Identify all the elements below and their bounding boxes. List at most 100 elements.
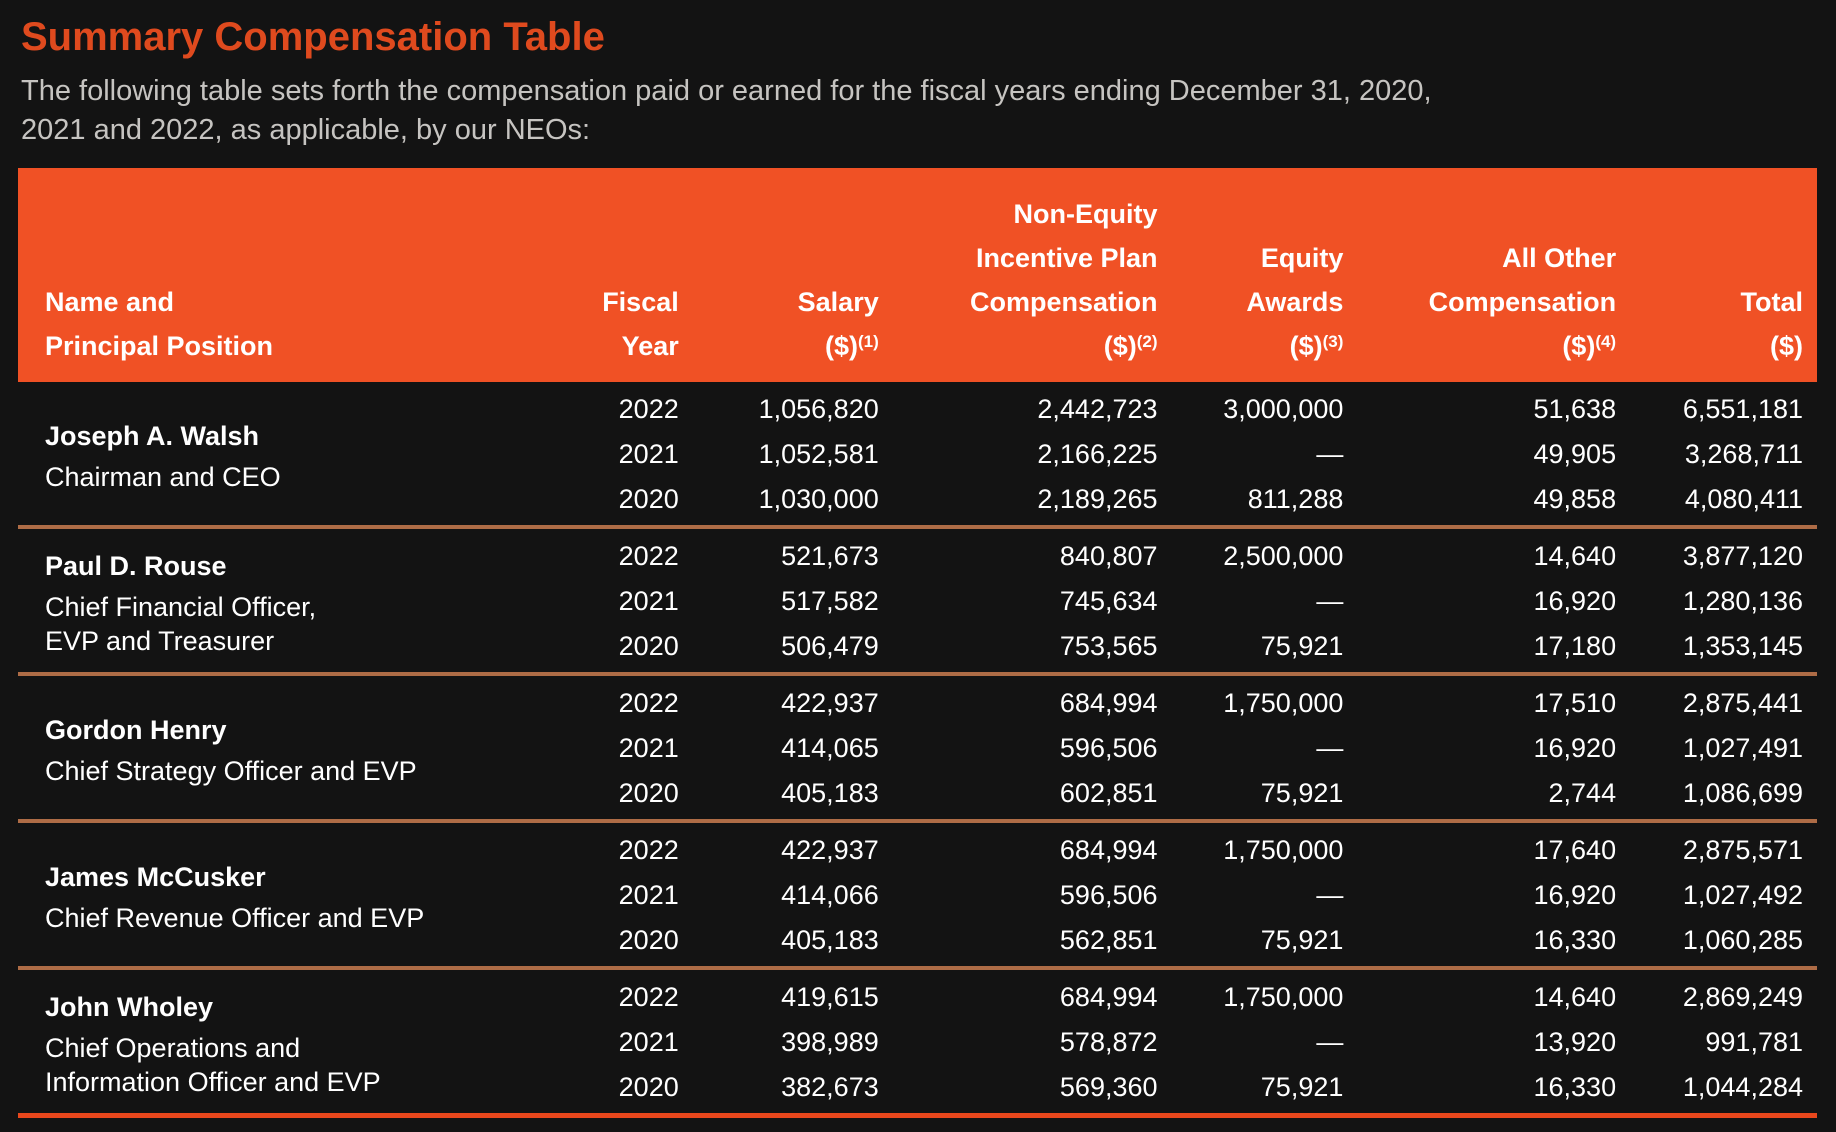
column-header-other: All Other Compensation ($)(4) [1357, 168, 1631, 382]
table-row: 2020 1,030,000 2,189,265 811,288 49,858 4,080… [18, 477, 1817, 527]
table-row: 2020 506,479 753,565 75,921 17,180 1,353,145 [18, 624, 1817, 674]
table-row: 2021 1,052,581 2,166,225 — 49,905 3,268,711 [18, 432, 1817, 477]
cell-fiscal: 2020 [618, 778, 679, 808]
executive-name-cell: John Wholey Chief Operations and Informati… [18, 968, 596, 1116]
cell-equity: 1,750,000 [1223, 835, 1344, 865]
executive-position-line: Chief Revenue Officer and EVP [45, 902, 425, 933]
cell-total: 2,869,249 [1682, 982, 1803, 1012]
cell-total: 1,027,491 [1682, 733, 1803, 763]
cell-equity: 75,921 [1260, 925, 1344, 955]
table-row: 2021 517,582 745,634 — 16,920 1,280,136 [18, 579, 1817, 624]
executive-position-line: EVP and Treasurer [45, 625, 275, 656]
column-header-fiscal: Fiscal Year [595, 168, 693, 382]
column-header-salary: Salary ($)(1) [692, 168, 893, 382]
table-row: 2020 405,183 562,851 75,921 16,330 1,060,285 [18, 918, 1817, 968]
table-header: Name and Principal Position Fiscal Year Sala… [18, 168, 1817, 382]
cell-salary: 506,479 [781, 631, 879, 661]
cell-total: 6,551,181 [1682, 394, 1803, 424]
cell-equity: 3,000,000 [1223, 394, 1344, 424]
cell-equity: 1,750,000 [1223, 688, 1344, 718]
executive-name: John Wholey [45, 991, 213, 1022]
cell-salary: 414,065 [781, 733, 879, 763]
cell-fiscal: 2021 [618, 880, 679, 910]
cell-total: 1,060,285 [1682, 925, 1803, 955]
executive-group: Paul D. Rouse Chief Financial Officer, EVP… [18, 527, 1817, 674]
cell-fiscal: 2021 [618, 733, 679, 763]
cell-fiscal: 2020 [618, 1072, 679, 1102]
cell-neipc: 684,994 [1059, 982, 1158, 1012]
cell-equity: 811,288 [1247, 484, 1344, 514]
cell-total: 1,280,136 [1682, 586, 1803, 616]
cell-total: 2,875,571 [1682, 835, 1803, 865]
column-header-line: Non-Equity [1013, 199, 1158, 229]
cell-equity: 75,921 [1260, 1072, 1344, 1102]
cell-fiscal: 2022 [618, 394, 679, 424]
cell-other: 17,180 [1533, 631, 1617, 661]
executive-position-line: Information Officer and EVP [45, 1066, 381, 1097]
table-row: 2021 414,065 596,506 — 16,920 1,027,491 [18, 726, 1817, 771]
cell-neipc: 562,851 [1059, 925, 1158, 955]
executive-name: Paul D. Rouse [45, 550, 227, 581]
cell-fiscal: 2022 [618, 541, 679, 571]
column-header-line: Fiscal [602, 287, 679, 317]
executive-name: Gordon Henry [45, 714, 227, 745]
cell-total: 1,044,284 [1682, 1072, 1803, 1102]
executive-group: Gordon Henry Chief Strategy Officer and E… [18, 674, 1817, 821]
cell-total: 991,781 [1705, 1027, 1803, 1057]
column-header-equity: Equity Awards ($)(3) [1171, 168, 1358, 382]
cell-equity: 75,921 [1260, 631, 1344, 661]
summary-compensation-table: Name and Principal Position Fiscal Year Sala… [18, 168, 1817, 1118]
column-header-line: Compensation [970, 287, 1158, 317]
table-row: 2020 405,183 602,851 75,921 2,744 1,086,699 [18, 771, 1817, 821]
cell-total: 1,027,492 [1682, 880, 1803, 910]
executive-position-line: Chief Financial Officer, [45, 591, 317, 622]
intro-paragraph: The following table sets forth the compe… [21, 75, 1432, 146]
table-row: 2020 382,673 569,360 75,921 16,330 1,044,284 [18, 1065, 1817, 1116]
cell-fiscal: 2022 [618, 688, 679, 718]
cell-neipc: 569,360 [1059, 1072, 1158, 1102]
footnote-superscript: (4) [1595, 331, 1617, 351]
cell-salary: 517,582 [781, 586, 879, 616]
column-header-line: Incentive Plan [975, 243, 1158, 273]
header-row: Name and Principal Position Fiscal Year Sala… [18, 168, 1817, 382]
cell-total: 3,268,711 [1684, 439, 1803, 469]
cell-total: 3,877,120 [1682, 541, 1803, 571]
table-row: 2021 414,066 596,506 — 16,920 1,027,492 [18, 873, 1817, 918]
table-row: 2021 398,989 578,872 — 13,920 991,781 [18, 1020, 1817, 1065]
column-header-line: Equity [1260, 243, 1344, 273]
cell-salary: 1,056,820 [758, 394, 879, 424]
cell-fiscal: 2021 [618, 439, 679, 469]
cell-total: 4,080,411 [1684, 484, 1803, 514]
footnote-superscript: (2) [1136, 331, 1158, 351]
cell-other: 16,330 [1533, 925, 1617, 955]
executive-group: Joseph A. Walsh Chairman and CEO 2022 1,056… [18, 382, 1817, 527]
cell-other: 14,640 [1533, 541, 1617, 571]
executive-position-line: Chairman and CEO [45, 461, 281, 492]
cell-salary: 1,052,581 [758, 439, 879, 469]
cell-equity: 2,500,000 [1223, 541, 1344, 571]
cell-equity: — [1316, 1027, 1344, 1057]
cell-equity: — [1316, 880, 1344, 910]
cell-neipc: 578,872 [1059, 1027, 1158, 1057]
executive-position-line: Chief Strategy Officer and EVP [45, 755, 417, 786]
executive-name-cell: Gordon Henry Chief Strategy Officer and E… [18, 674, 596, 821]
footnote-superscript: (1) [857, 331, 879, 351]
cell-other: 17,510 [1533, 688, 1617, 718]
cell-fiscal: 2020 [618, 484, 679, 514]
cell-neipc: 596,506 [1059, 733, 1158, 763]
cell-salary: 422,937 [781, 688, 879, 718]
cell-other: 49,905 [1533, 439, 1617, 469]
cell-total: 2,875,441 [1682, 688, 1803, 718]
cell-fiscal: 2021 [618, 586, 679, 616]
cell-salary: 419,615 [781, 982, 879, 1012]
cell-fiscal: 2021 [618, 1027, 679, 1057]
cell-equity: — [1316, 439, 1344, 469]
cell-other: 16,920 [1533, 880, 1617, 910]
table-row: Paul D. Rouse Chief Financial Officer, EVP… [18, 527, 1817, 656]
cell-fiscal: 2020 [618, 631, 679, 661]
cell-salary: 405,183 [781, 778, 879, 808]
cell-equity: — [1316, 586, 1344, 616]
cell-fiscal: 2022 [618, 982, 679, 1012]
cell-equity: 75,921 [1260, 778, 1344, 808]
cell-fiscal: 2020 [618, 925, 679, 955]
